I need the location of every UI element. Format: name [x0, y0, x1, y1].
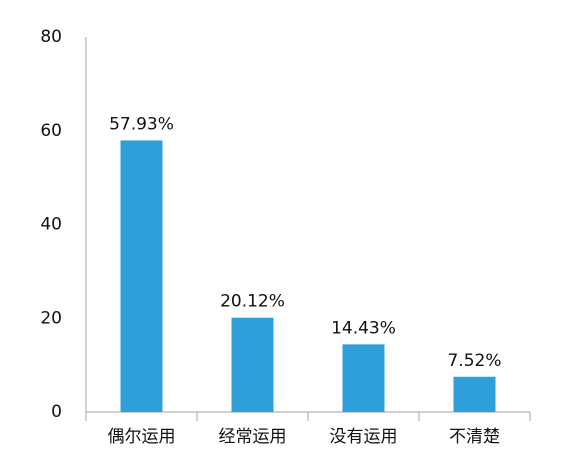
y-tick-label: 0	[51, 402, 62, 422]
value-label: 20.12%	[220, 292, 285, 312]
value-label: 7.52%	[447, 351, 501, 371]
bar	[231, 317, 274, 412]
value-label: 57.93%	[109, 114, 174, 134]
x-tick-label: 不清楚	[449, 427, 500, 447]
x-tick-label: 没有运用	[330, 427, 398, 447]
x-tick-label: 偶尔运用	[108, 427, 176, 447]
y-tick-label: 60	[40, 121, 62, 141]
bar	[342, 344, 385, 412]
x-tick-label: 经常运用	[219, 427, 287, 447]
bar	[453, 376, 496, 412]
value-label: 14.43%	[331, 318, 396, 338]
bar	[120, 140, 163, 412]
y-tick-label: 20	[40, 308, 62, 328]
y-tick-label: 40	[40, 215, 62, 235]
y-tick-label: 80	[40, 27, 62, 47]
